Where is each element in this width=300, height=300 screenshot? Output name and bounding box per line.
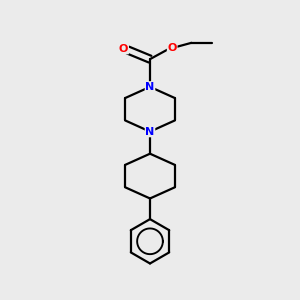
Text: N: N (146, 82, 154, 92)
Text: O: O (119, 44, 128, 54)
Text: N: N (146, 127, 154, 136)
Text: O: O (167, 43, 177, 53)
